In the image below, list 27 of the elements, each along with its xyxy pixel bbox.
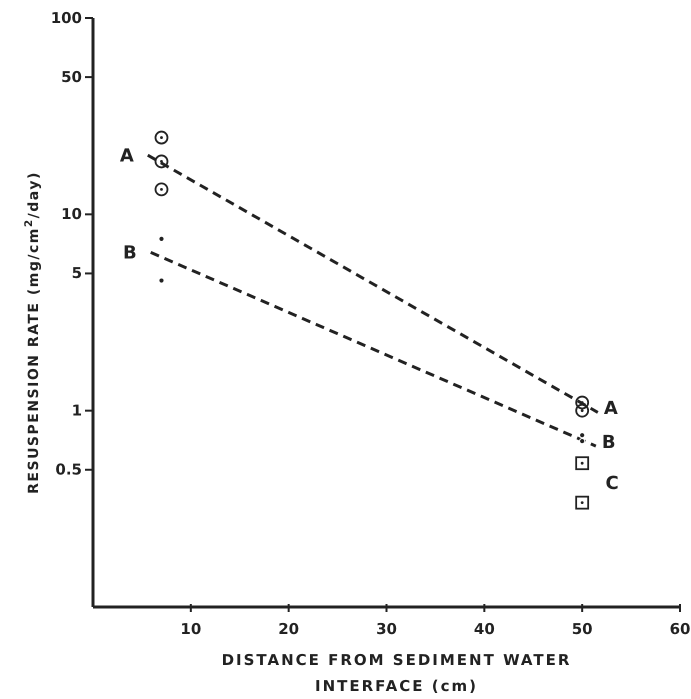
point [575, 404, 590, 418]
point [154, 182, 168, 196]
x-axis-title: DISTANCE FROM SEDIMENT WATER INTERFACE (cm) [222, 651, 572, 695]
text: A [120, 146, 134, 167]
text: B [122, 242, 137, 264]
x-tick-label: 60 [670, 620, 690, 638]
series-label: A [604, 398, 618, 420]
y-tick-label: 1 [72, 401, 82, 420]
point [154, 130, 168, 144]
y-tick-label: 5 [72, 264, 82, 282]
point [579, 438, 586, 444]
point [158, 236, 165, 242]
x-tick-label: 40 [474, 620, 495, 638]
x-tick-label: 50 [572, 620, 593, 638]
point [154, 154, 168, 168]
y-tick-label: 0.5 [55, 460, 82, 479]
x-tick-label: 10 [180, 620, 202, 638]
point [575, 496, 590, 510]
y-tick-label: 10 [61, 205, 82, 224]
x-tick-label: 30 [376, 620, 397, 638]
series-label: C [606, 473, 619, 494]
point [575, 456, 590, 470]
series-label: B [602, 432, 616, 453]
y-tick-label: 100 [50, 8, 82, 27]
y-tick-label: 50 [61, 68, 82, 86]
point [575, 396, 590, 410]
x-tick-label: 20 [278, 620, 300, 638]
